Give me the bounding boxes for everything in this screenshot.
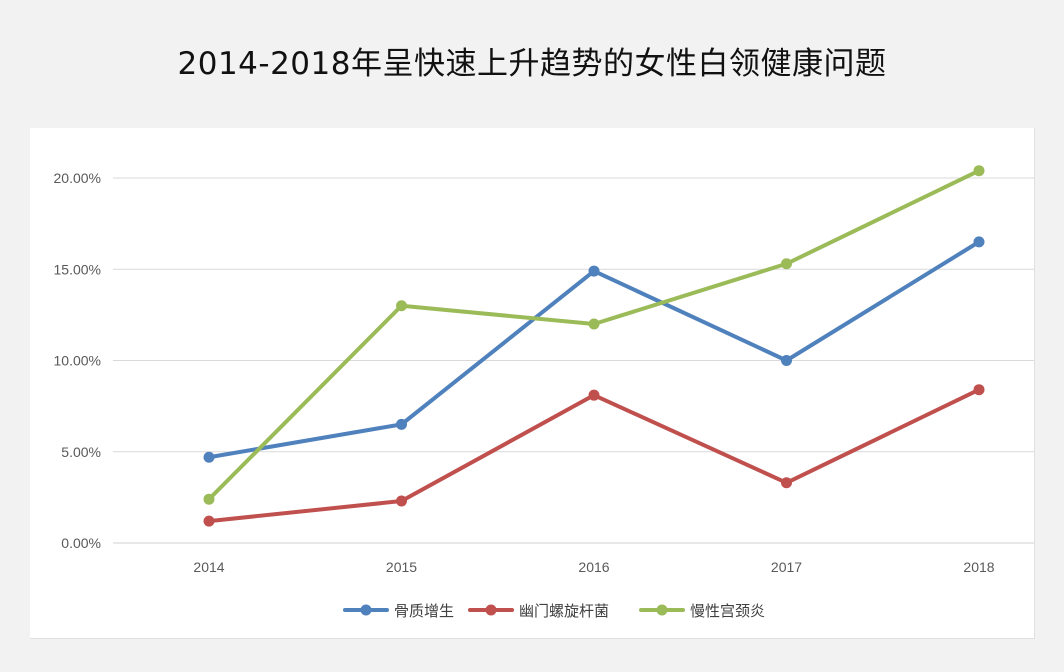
data-point [203, 451, 215, 463]
data-point [973, 384, 985, 396]
chart-panel [30, 128, 1035, 639]
data-point [781, 355, 792, 366]
x-tick-label: 2015 [386, 559, 417, 575]
legend-entry: 慢性宫颈炎 [690, 602, 765, 620]
data-point [588, 389, 600, 401]
data-point [973, 236, 985, 248]
series-line [207, 168, 981, 502]
x-tick-label: 2014 [193, 559, 224, 575]
data-point [781, 258, 792, 270]
data-point [396, 418, 407, 430]
y-tick-label: 20.00% [54, 170, 101, 186]
y-tick-label: 15.00% [54, 261, 101, 277]
legend-entry: 骨质增生 [394, 602, 454, 620]
y-tick-label: 5.00% [61, 444, 101, 460]
legend-entry: 幽门螺旋杆菌 [519, 602, 609, 620]
data-point [781, 477, 792, 489]
x-tick-label: 2016 [578, 559, 609, 575]
legend-swatch-marker [485, 604, 497, 616]
data-point [396, 495, 407, 507]
x-tick-label: 2017 [771, 559, 802, 575]
series-line [207, 387, 981, 524]
legend-swatch-marker [656, 604, 668, 616]
y-tick-label: 10.00% [54, 353, 101, 369]
data-point [588, 265, 600, 277]
data-point [203, 493, 215, 505]
x-tick-label: 2018 [963, 559, 994, 575]
legend-swatch-marker [360, 604, 372, 616]
data-point [396, 300, 407, 312]
y-tick-label: 0.00% [61, 535, 101, 551]
data-point [203, 515, 215, 527]
data-point [973, 165, 985, 177]
chart-title: 2014-2018年呈快速上升趋势的女性白领健康问题 [177, 46, 887, 82]
data-point [588, 318, 600, 330]
